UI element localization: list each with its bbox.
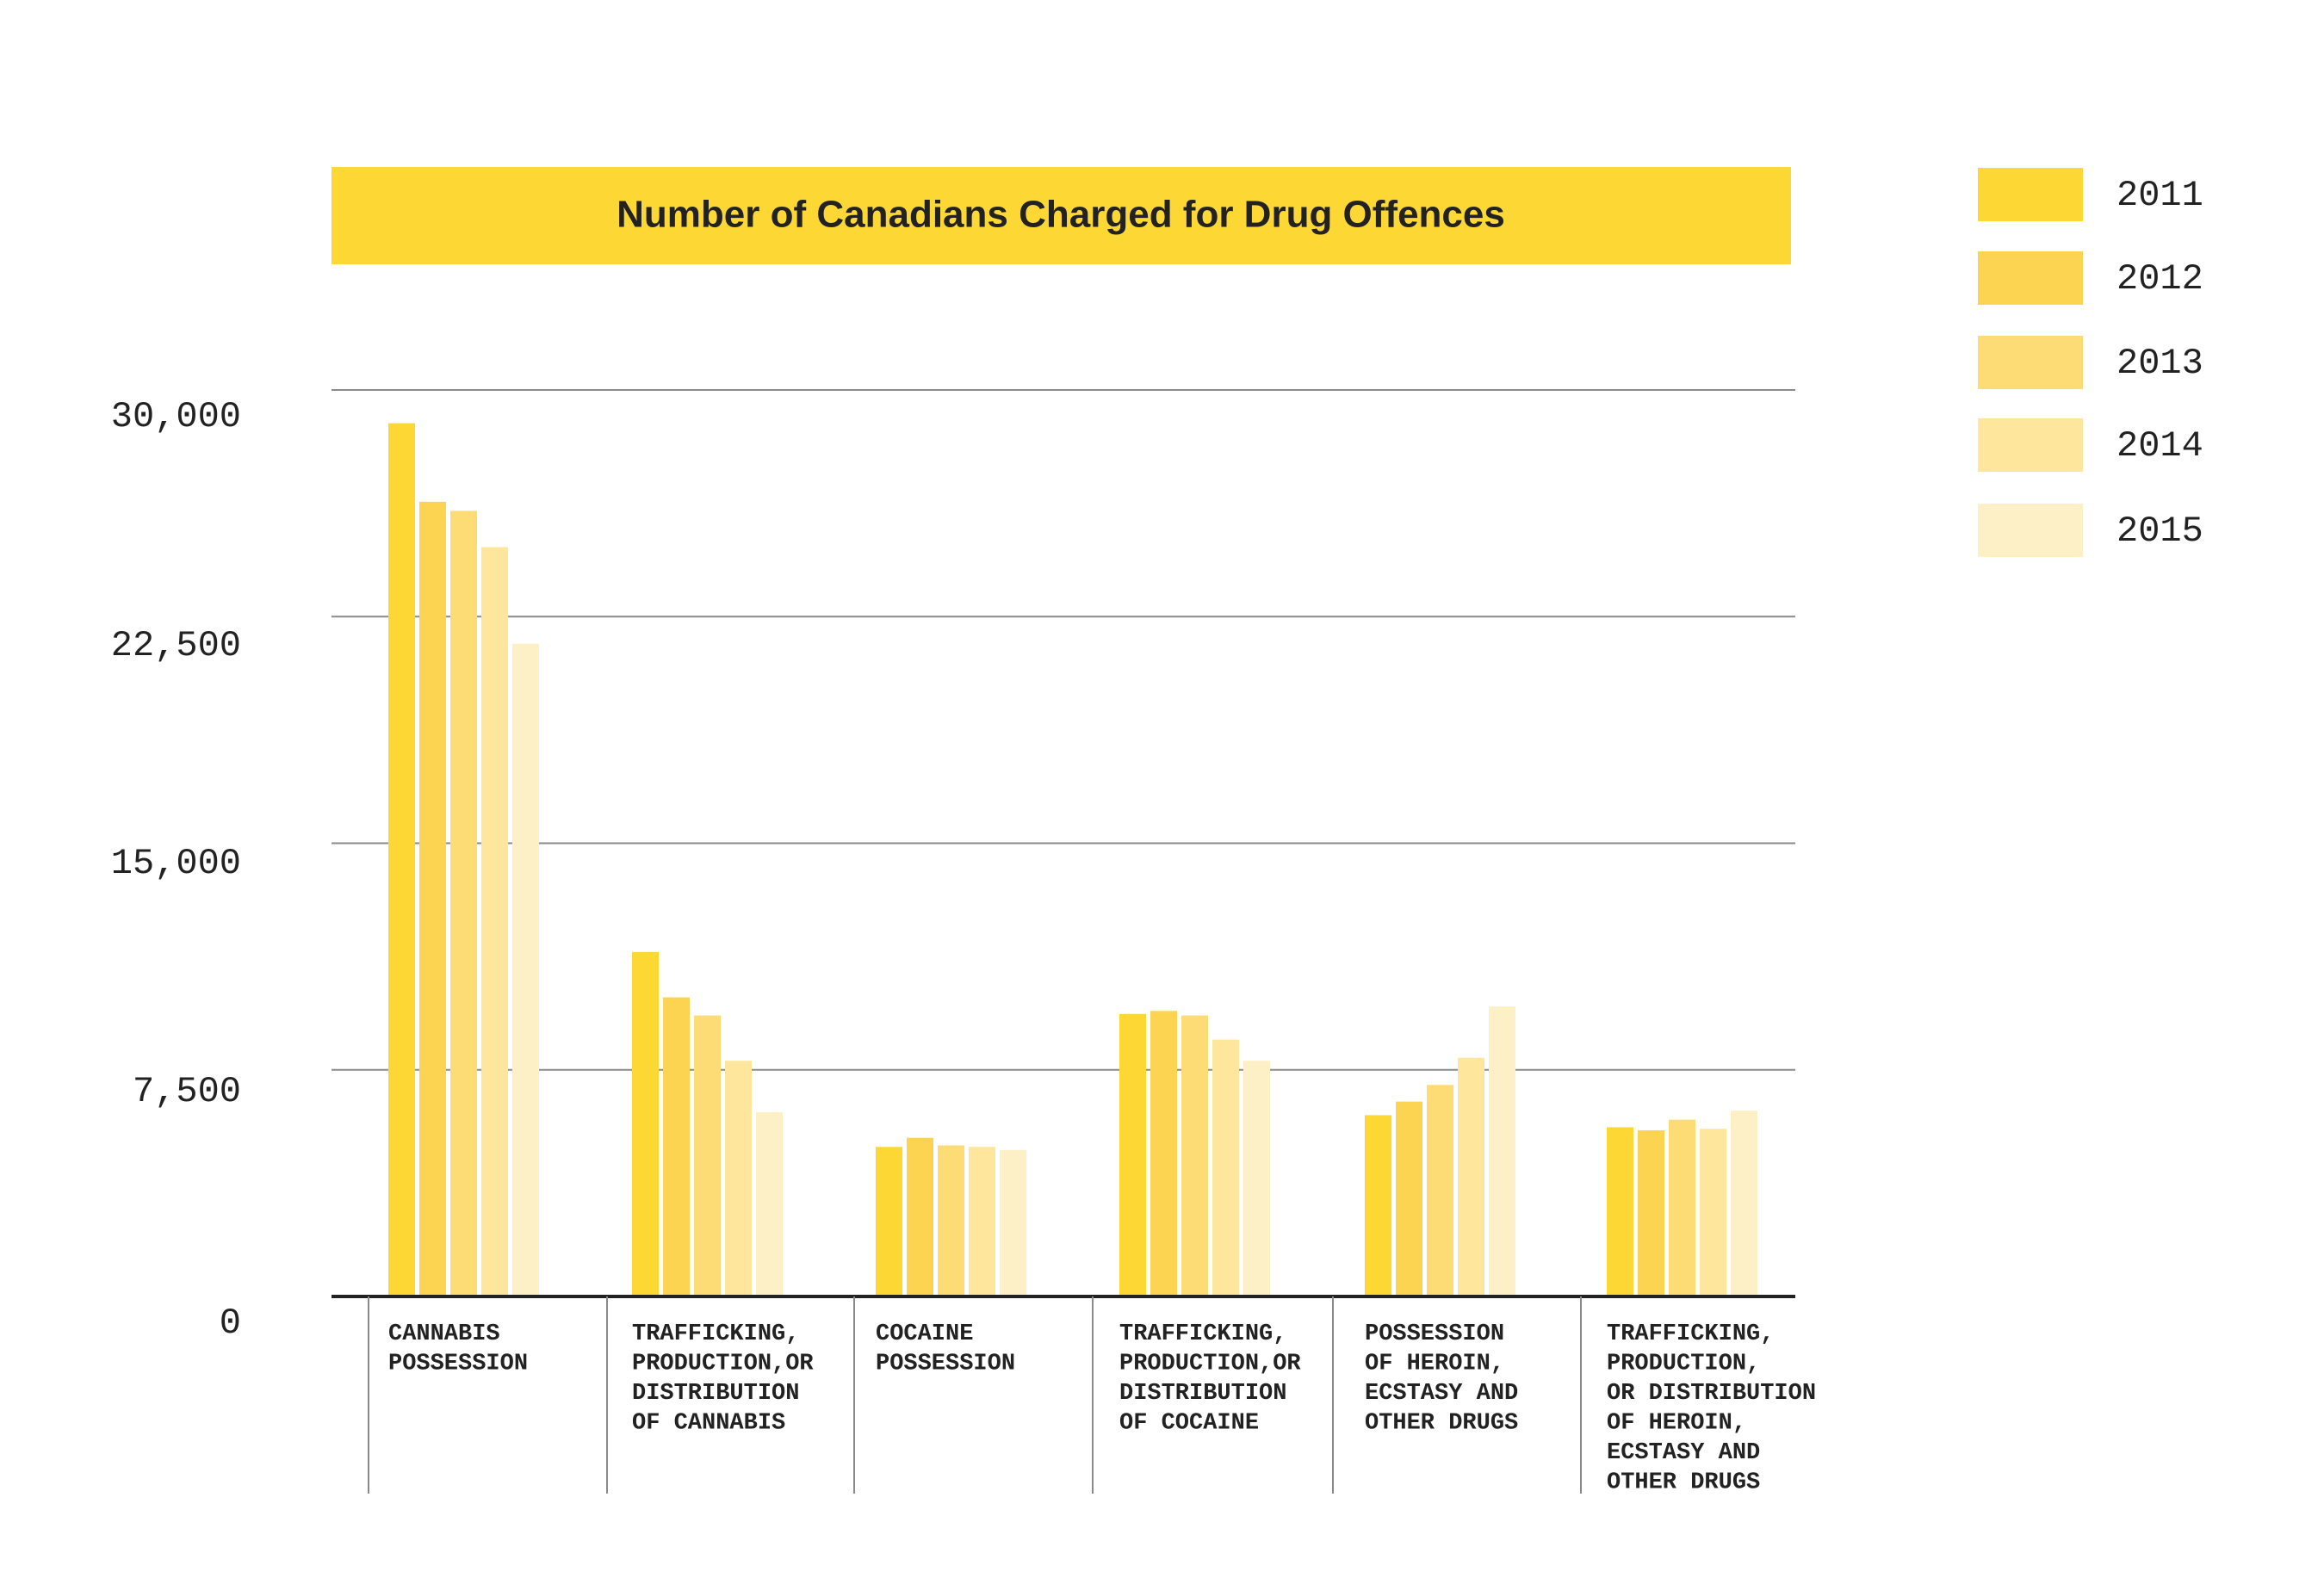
bar-2015-3 [1243, 1061, 1270, 1296]
bar-2012-5 [1638, 1129, 1664, 1296]
category-label-line: TRAFFICKING, [1607, 1321, 1774, 1347]
category-label-line: ECSTASY AND [1365, 1381, 1518, 1407]
category-label-line: TRAFFICKING, [632, 1321, 799, 1347]
y-tick-label: 15,000 [111, 843, 241, 884]
legend-label: 2013 [2116, 343, 2203, 384]
bar-2015-5 [1731, 1111, 1757, 1296]
bar-2012-0 [419, 501, 446, 1296]
category-label-line: POSSESSION [876, 1352, 1015, 1377]
bar-2014-2 [969, 1147, 995, 1296]
category-label-line: POSSESSION [1365, 1321, 1504, 1347]
legend-swatch [1978, 504, 2083, 557]
legend-swatch [1978, 168, 2083, 221]
bar-2013-0 [450, 510, 477, 1296]
legend-item: 2012 [1978, 251, 2203, 305]
bar-2012-4 [1396, 1101, 1422, 1296]
bar-2011-4 [1365, 1115, 1391, 1296]
category-label-line: PRODUCTION,OR [632, 1352, 814, 1377]
category-label-line: DISTRIBUTION [632, 1381, 799, 1407]
bar-2014-4 [1458, 1057, 1484, 1296]
bar-2014-0 [481, 547, 508, 1296]
bar-2013-3 [1181, 1015, 1208, 1296]
legend-swatch [1978, 251, 2083, 305]
bar-2011-0 [388, 423, 415, 1296]
category-label-line: PRODUCTION,OR [1119, 1352, 1301, 1377]
legend-item: 2015 [1978, 504, 2203, 557]
bar-2015-1 [756, 1111, 783, 1296]
bar-2013-5 [1669, 1119, 1695, 1296]
y-tick-label: 22,500 [111, 625, 241, 666]
category-label-line: OF CANNABIS [632, 1411, 785, 1437]
bar-2014-5 [1700, 1129, 1726, 1296]
bar-2013-1 [694, 1015, 721, 1296]
bar-2015-2 [1000, 1149, 1026, 1296]
bar-2013-4 [1427, 1085, 1453, 1296]
legend: 2011 2012 2013 2014 2015 [1978, 168, 2203, 557]
gridlines [332, 389, 1795, 1071]
category-label-line: OR DISTRIBUTION [1607, 1381, 1816, 1407]
category-label: CANNABIS POSSESSION [388, 1321, 528, 1377]
category-label-line: OF HEROIN, [1365, 1352, 1504, 1377]
category-label-line: ECSTASY AND [1607, 1440, 1760, 1466]
y-axis-ticks: 0 7,500 15,000 22,500 30,000 [111, 396, 241, 1344]
bars [388, 423, 1757, 1296]
y-tick-label: 30,000 [111, 396, 241, 437]
chart-title-band: Number of Canadians Charged for Drug Off… [332, 167, 1791, 264]
bar-2011-2 [876, 1147, 902, 1296]
y-tick-label: 0 [220, 1302, 241, 1344]
title-band [332, 167, 1791, 264]
bar-2015-0 [512, 643, 539, 1296]
bar-2012-3 [1150, 1011, 1177, 1296]
legend-label: 2015 [2116, 510, 2203, 552]
category-label: TRAFFICKING, PRODUCTION, OR DISTRIBUTION OF… [1607, 1321, 1816, 1496]
category-label: TRAFFICKING, PRODUCTION,OR DISTRIBUTION OF … [1119, 1321, 1301, 1437]
legend-item: 2014 [1978, 418, 2203, 472]
category-label-line: OF HEROIN, [1607, 1411, 1746, 1437]
bar-2014-3 [1212, 1039, 1239, 1296]
legend-label: 2014 [2116, 425, 2203, 467]
bar-2013-2 [938, 1145, 964, 1296]
bar-2011-3 [1119, 1013, 1146, 1296]
legend-label: 2012 [2116, 258, 2203, 300]
bar-2011-1 [632, 951, 659, 1296]
category-label-line: OTHER DRUGS [1365, 1411, 1518, 1437]
bar-2012-2 [907, 1137, 933, 1296]
category-label: POSSESSION OF HEROIN, ECSTASY AND OTHER DRU… [1365, 1321, 1518, 1437]
legend-label: 2011 [2116, 175, 2203, 216]
legend-item: 2013 [1978, 336, 2203, 389]
bar-2015-4 [1489, 1006, 1515, 1296]
category-label-line: OTHER DRUGS [1607, 1470, 1760, 1496]
category-label-line: TRAFFICKING, [1119, 1321, 1286, 1347]
category-label-line: DISTRIBUTION [1119, 1381, 1286, 1407]
category-label: TRAFFICKING, PRODUCTION,OR DISTRIBUTION OF … [632, 1321, 814, 1437]
bar-2011-5 [1607, 1127, 1633, 1296]
category-separators [332, 1295, 1795, 1494]
category-label-line: OF COCAINE [1119, 1411, 1259, 1437]
y-tick-label: 7,500 [133, 1071, 241, 1112]
bar-2014-1 [725, 1061, 752, 1296]
category-label-line: CANNABIS [388, 1321, 500, 1347]
legend-item: 2011 [1978, 168, 2203, 221]
bar-2012-1 [663, 997, 690, 1296]
chart-title: Number of Canadians Charged for Drug Off… [617, 194, 1505, 236]
category-label-line: PRODUCTION, [1607, 1352, 1760, 1377]
category-label: COCAINE POSSESSION [876, 1321, 1015, 1377]
x-axis-category-labels: CANNABIS POSSESSION TRAFFICKING, PRODUCTION… [388, 1321, 1816, 1496]
legend-swatch [1978, 336, 2083, 389]
category-label-line: COCAINE [876, 1321, 973, 1347]
category-label-line: POSSESSION [388, 1352, 528, 1377]
legend-swatch [1978, 418, 2083, 472]
